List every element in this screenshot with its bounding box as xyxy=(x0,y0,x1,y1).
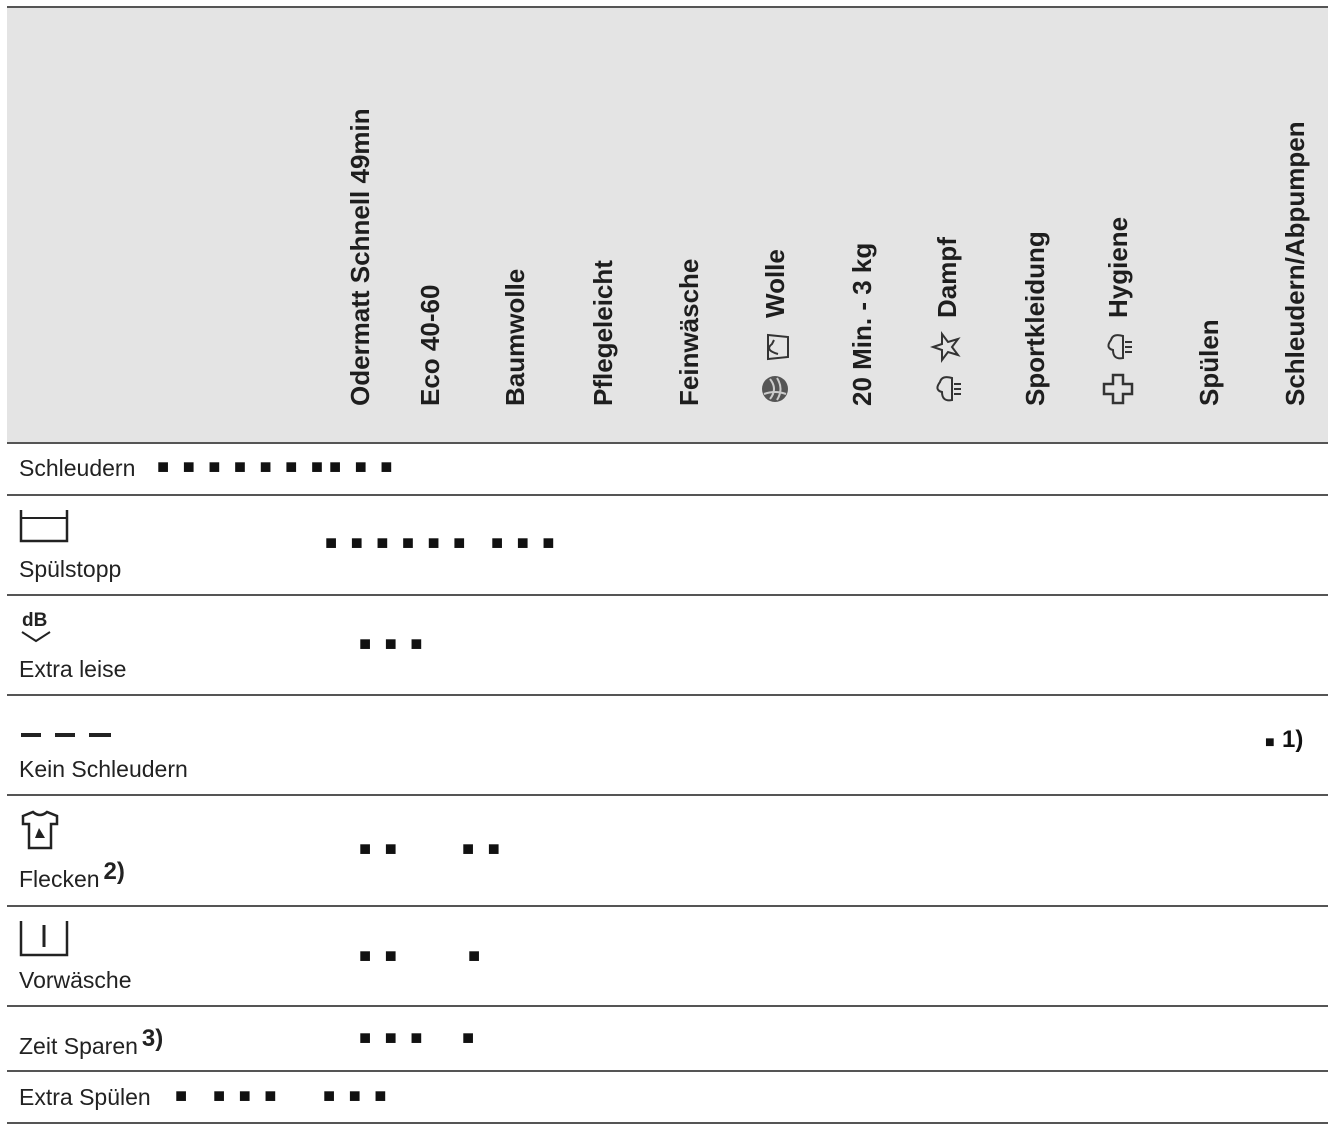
column-label: Wolle xyxy=(759,249,790,318)
option-dots: ■ ■ ■ ■ ■ ■ xyxy=(325,532,470,554)
column-label: Dampf xyxy=(931,237,962,318)
steam-star-icon xyxy=(930,331,961,363)
row-label: Kein Schleudern xyxy=(19,756,188,782)
prewash-icon xyxy=(19,921,69,957)
column-label: 20 Min. - 3 kg xyxy=(846,242,877,406)
hygiene-icons xyxy=(1101,330,1135,406)
table-row-extra-leise: dB Extra leise ■ ■ ■ xyxy=(7,596,1328,696)
option-dots: ■ xyxy=(462,1027,479,1049)
table-header: Odermatt Schnell 49min Eco 40-60 Baumwol… xyxy=(7,6,1328,444)
table-row-flecken: Flecken 2) ■ ■ ■ ■ xyxy=(7,796,1328,907)
table-row-vorwaesche: Vorwäsche ■ ■ ■ xyxy=(7,907,1328,1007)
column-header-wolle: Wolle xyxy=(755,46,795,406)
rinse-hold-icon xyxy=(19,510,69,543)
option-dots: ■ ■ xyxy=(359,945,401,967)
table-row-extra-spuelen: Extra Spülen ■ ■ ■ ■ ■ ■ ■ xyxy=(7,1072,1328,1124)
footnote-marker: 1) xyxy=(1282,726,1304,753)
table-row-zeit-sparen: Zeit Sparen 3) ■ ■ ■ ■ xyxy=(7,1007,1328,1072)
option-dots: ■ ■ ■ xyxy=(329,456,397,478)
row-label: Extra Spülen xyxy=(19,1084,151,1110)
wool-ball-icon xyxy=(762,376,788,402)
column-header-spuelen: Spülen xyxy=(1189,46,1229,406)
row-label: Flecken 2) xyxy=(19,858,125,894)
hygiene-cross-icon xyxy=(1102,373,1134,405)
table-row-kein-schleudern: Kein Schleudern ■ 1) xyxy=(7,696,1328,796)
column-header-dampf: Dampf xyxy=(927,46,967,406)
option-dots: ■ ■ ■ xyxy=(359,633,427,655)
no-spin-dashes-icon xyxy=(21,733,111,737)
option-dots: ■ xyxy=(175,1085,192,1107)
dampf-icons xyxy=(930,330,964,406)
table-row-schleudern: Schleudern ■ ■ ■ ■ ■ ■ ■ ■ ■ ■ xyxy=(7,444,1328,496)
steam-icon xyxy=(936,376,961,402)
column-label: Sportkleidung xyxy=(1019,231,1050,406)
column-label: Feinwäsche xyxy=(673,258,704,406)
svg-text:dB: dB xyxy=(22,610,47,631)
column-header-feinwaesche: Feinwäsche xyxy=(669,46,709,406)
footnote-marker: 2) xyxy=(103,858,125,885)
column-header-odermatt: Odermatt Schnell 49min xyxy=(340,46,380,406)
column-label: Schleudern/Abpumpen xyxy=(1279,121,1310,406)
column-header-eco: Eco 40-60 xyxy=(410,46,450,406)
option-dots: ■ ■ xyxy=(462,838,504,860)
table-row-spuelstopp: Spülstopp ■ ■ ■ ■ ■ ■ ■ ■ ■ xyxy=(7,496,1328,596)
option-dots: ■ ■ ■ xyxy=(323,1085,391,1107)
column-header-hygiene: Hygiene xyxy=(1098,46,1138,406)
column-label: Hygiene xyxy=(1102,216,1133,318)
column-label: Pflegeleicht xyxy=(587,260,618,406)
option-dots: ■ ■ ■ xyxy=(491,532,559,554)
db-quiet-icon: dB xyxy=(21,610,51,643)
column-header-schleudern-abpumpen: Schleudern/Abpumpen xyxy=(1275,46,1315,406)
wolle-icons xyxy=(758,330,792,406)
option-dots: ■ ■ xyxy=(359,838,401,860)
footnote-marker: 3) xyxy=(141,1025,164,1052)
column-header-pflegeleicht: Pflegeleicht xyxy=(583,46,623,406)
row-label-text: Zeit Sparen xyxy=(19,1033,138,1059)
column-label: Odermatt Schnell 49min xyxy=(344,108,375,406)
option-dots: ■ ■ ■ xyxy=(213,1085,281,1107)
option-dot: ■ xyxy=(1265,734,1279,751)
column-header-20min: 20 Min. - 3 kg xyxy=(842,46,882,406)
column-header-baumwolle: Baumwolle xyxy=(495,46,535,406)
handwash-icon xyxy=(767,333,789,361)
option-dots: ■ xyxy=(468,945,485,967)
option-dots: ■ ■ ■ ■ ■ ■ ■ xyxy=(157,456,327,478)
row-label-text: Flecken xyxy=(19,866,100,892)
row-label: Spülstopp xyxy=(19,556,122,582)
row-label: Vorwäsche xyxy=(19,967,132,993)
column-label: Eco 40-60 xyxy=(414,284,445,406)
row-label: Zeit Sparen 3) xyxy=(19,1025,163,1061)
stain-shirt-icon xyxy=(21,810,59,850)
row-label: Schleudern xyxy=(19,455,136,481)
steam-icon xyxy=(1107,334,1132,360)
column-label: Baumwolle xyxy=(499,268,530,406)
column-header-sportkleidung: Sportkleidung xyxy=(1015,46,1055,406)
column-label: Spülen xyxy=(1193,319,1224,406)
row-label: Extra leise xyxy=(19,656,127,682)
option-dots: ■ ■ ■ xyxy=(359,1027,427,1049)
